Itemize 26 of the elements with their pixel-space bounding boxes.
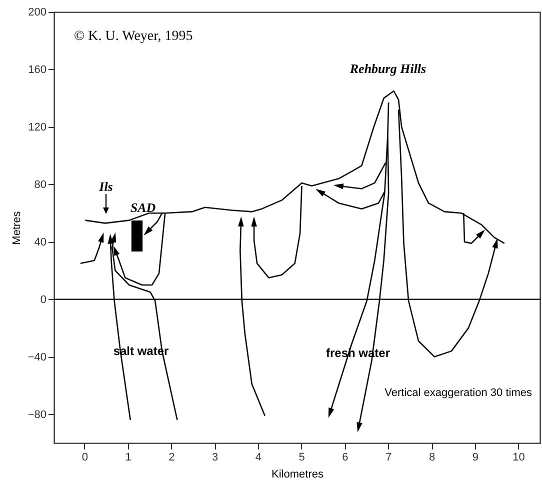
- x-tick-label: 1: [125, 452, 132, 464]
- y-axis-title: Metres: [10, 210, 23, 245]
- y-tick-label: 80: [34, 178, 46, 191]
- annotation: Vertical exaggeration 30 times: [384, 387, 532, 399]
- x-tick-label: 2: [168, 452, 175, 464]
- x-tick-label: 7: [386, 452, 392, 464]
- annotation: SAD: [130, 200, 156, 215]
- y-tick-label: 0: [40, 294, 46, 306]
- y-tick-label: 120: [28, 121, 46, 134]
- annotation: Rehburg Hills: [348, 61, 426, 76]
- y-tick-label: 160: [28, 64, 46, 76]
- y-tick-label: −40: [28, 351, 46, 364]
- x-tick-label: 6: [342, 452, 348, 464]
- x-tick-label: 5: [298, 452, 305, 464]
- x-tick-label: 4: [255, 452, 262, 464]
- y-tick-label: 200: [28, 6, 46, 18]
- x-tick-label: 8: [428, 452, 436, 464]
- x-axis-title: Kilometres: [272, 468, 324, 480]
- x-tick-label: 3: [212, 452, 218, 464]
- x-tick-label: 9: [472, 452, 478, 464]
- annotation: Ils: [98, 179, 113, 194]
- y-tick-label: −80: [28, 408, 46, 421]
- y-tick-label: 40: [34, 236, 46, 248]
- x-tick-label: 10: [512, 452, 525, 464]
- x-tick-label: 0: [82, 452, 88, 464]
- annotation: © K. U. Weyer, 1995: [74, 29, 193, 44]
